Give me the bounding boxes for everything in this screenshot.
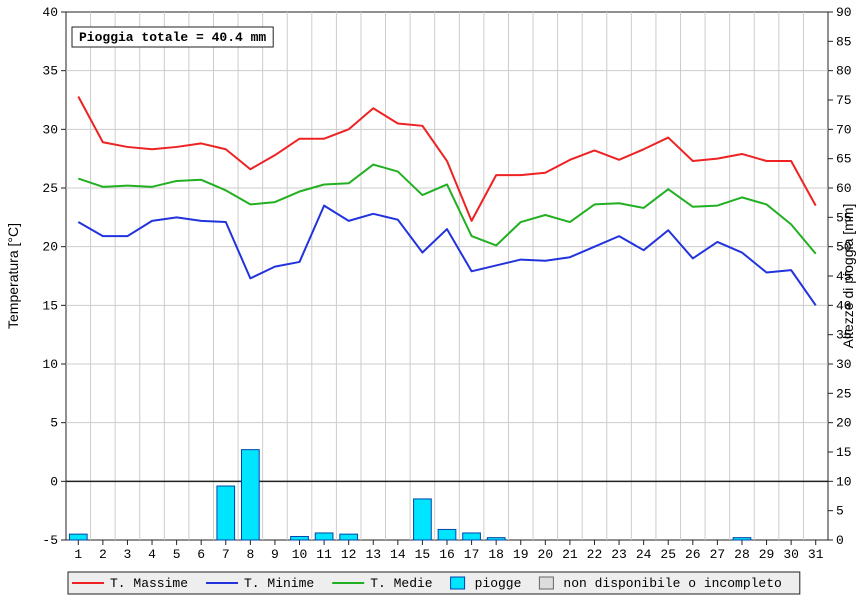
x-tick-label: 30	[783, 547, 799, 562]
y-left-tick-label: 20	[42, 240, 58, 255]
weather-chart: -505101520253035400510152025303540455055…	[0, 0, 865, 600]
x-tick-label: 15	[415, 547, 431, 562]
rain-bar	[217, 486, 235, 540]
x-tick-label: 12	[341, 547, 357, 562]
y-left-tick-label: 35	[42, 64, 58, 79]
plot-area	[66, 12, 828, 540]
y-left-tick-label: 5	[50, 416, 58, 431]
rain-bar	[438, 529, 456, 540]
y-right-tick-label: 60	[836, 181, 852, 196]
y-left-tick-label: 40	[42, 5, 58, 20]
x-tick-label: 2	[99, 547, 107, 562]
rain-bar	[733, 538, 751, 540]
y-left-axis-label: Temperatura [°C]	[5, 223, 21, 329]
x-tick-label: 17	[464, 547, 480, 562]
x-tick-label: 18	[488, 547, 504, 562]
y-right-tick-label: 85	[836, 34, 852, 49]
y-right-tick-label: 70	[836, 122, 852, 137]
x-tick-label: 13	[365, 547, 381, 562]
rain-bar	[315, 533, 333, 540]
rain-bar	[340, 534, 358, 540]
x-tick-label: 5	[173, 547, 181, 562]
legend-swatch	[451, 577, 465, 589]
x-tick-label: 25	[660, 547, 676, 562]
x-tick-label: 11	[316, 547, 332, 562]
y-left-tick-label: -5	[42, 533, 58, 548]
x-tick-label: 23	[611, 547, 627, 562]
x-tick-label: 22	[587, 547, 603, 562]
legend-swatch	[539, 577, 553, 589]
rain-bar	[487, 538, 505, 540]
y-left-tick-label: 25	[42, 181, 58, 196]
y-right-tick-label: 20	[836, 416, 852, 431]
x-tick-label: 16	[439, 547, 455, 562]
x-tick-label: 7	[222, 547, 230, 562]
legend-label: T. Medie	[370, 576, 432, 591]
x-tick-label: 4	[148, 547, 156, 562]
x-tick-label: 1	[74, 547, 82, 562]
x-tick-label: 20	[538, 547, 554, 562]
y-right-axis-label: Altezze di pioggia [mm]	[840, 204, 856, 349]
rain-bar	[242, 450, 260, 540]
y-right-tick-label: 80	[836, 64, 852, 79]
legend-label: T. Minime	[244, 576, 314, 591]
y-right-tick-label: 65	[836, 152, 852, 167]
x-tick-label: 27	[710, 547, 726, 562]
x-tick-label: 19	[513, 547, 529, 562]
x-tick-label: 26	[685, 547, 701, 562]
x-tick-label: 9	[271, 547, 279, 562]
rain-bar	[69, 534, 87, 540]
y-left-tick-label: 30	[42, 122, 58, 137]
x-tick-label: 6	[197, 547, 205, 562]
legend-label: piogge	[475, 576, 522, 591]
rain-bar	[414, 499, 432, 540]
y-right-tick-label: 25	[836, 386, 852, 401]
x-tick-label: 28	[734, 547, 750, 562]
legend-label: T. Massime	[110, 576, 188, 591]
y-left-tick-label: 15	[42, 298, 58, 313]
y-right-tick-label: 0	[836, 533, 844, 548]
x-tick-label: 14	[390, 547, 406, 562]
x-tick-label: 29	[759, 547, 775, 562]
rain-bar	[463, 533, 481, 540]
x-tick-label: 8	[246, 547, 254, 562]
x-tick-label: 31	[808, 547, 824, 562]
annotation-text: Pioggia totale = 40.4 mm	[79, 30, 266, 45]
y-left-tick-label: 10	[42, 357, 58, 372]
x-tick-label: 10	[292, 547, 308, 562]
x-tick-label: 24	[636, 547, 652, 562]
rain-bar	[291, 536, 309, 540]
y-right-tick-label: 90	[836, 5, 852, 20]
y-right-tick-label: 15	[836, 445, 852, 460]
legend-label: non disponibile o incompleto	[563, 576, 781, 591]
y-right-tick-label: 10	[836, 474, 852, 489]
x-tick-label: 3	[124, 547, 132, 562]
y-right-tick-label: 75	[836, 93, 852, 108]
y-right-tick-label: 30	[836, 357, 852, 372]
x-tick-label: 21	[562, 547, 578, 562]
y-left-tick-label: 0	[50, 474, 58, 489]
y-right-tick-label: 5	[836, 504, 844, 519]
